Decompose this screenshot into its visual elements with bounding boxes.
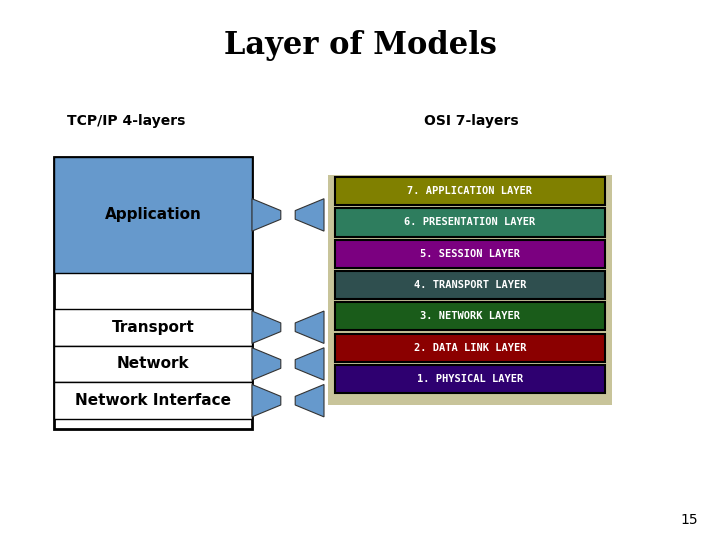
Text: 5. SESSION LAYER: 5. SESSION LAYER xyxy=(420,249,520,259)
Polygon shape xyxy=(252,199,281,231)
Polygon shape xyxy=(295,311,324,343)
Polygon shape xyxy=(295,199,324,231)
Text: Layer of Models: Layer of Models xyxy=(224,30,496,62)
Polygon shape xyxy=(252,384,281,417)
Text: 2. DATA LINK LAYER: 2. DATA LINK LAYER xyxy=(413,343,526,353)
Text: Transport: Transport xyxy=(112,320,194,335)
Bar xyxy=(335,271,605,299)
Text: TCP/IP 4-layers: TCP/IP 4-layers xyxy=(67,114,185,129)
Text: Application: Application xyxy=(104,207,202,222)
Text: 3. NETWORK LAYER: 3. NETWORK LAYER xyxy=(420,312,520,321)
Polygon shape xyxy=(295,348,324,380)
Bar xyxy=(54,309,252,346)
Bar xyxy=(335,177,605,205)
Bar xyxy=(335,208,605,237)
Bar xyxy=(335,334,605,362)
Polygon shape xyxy=(252,311,281,343)
Bar xyxy=(54,157,252,429)
Text: 15: 15 xyxy=(681,512,698,526)
Text: Network Interface: Network Interface xyxy=(75,393,231,408)
Bar xyxy=(335,240,605,268)
Polygon shape xyxy=(252,348,281,380)
Text: 1. PHYSICAL LAYER: 1. PHYSICAL LAYER xyxy=(417,374,523,384)
Text: OSI 7-layers: OSI 7-layers xyxy=(424,114,519,129)
Text: 4. TRANSPORT LAYER: 4. TRANSPORT LAYER xyxy=(413,280,526,290)
Text: 6. PRESENTATION LAYER: 6. PRESENTATION LAYER xyxy=(404,218,536,227)
Bar xyxy=(54,382,252,419)
Bar xyxy=(328,176,612,405)
Bar xyxy=(335,365,605,393)
Polygon shape xyxy=(295,384,324,417)
Bar xyxy=(335,302,605,330)
Bar xyxy=(54,346,252,382)
Bar xyxy=(54,157,252,273)
Text: 7. APPLICATION LAYER: 7. APPLICATION LAYER xyxy=(408,186,532,196)
Text: Network: Network xyxy=(117,356,189,372)
